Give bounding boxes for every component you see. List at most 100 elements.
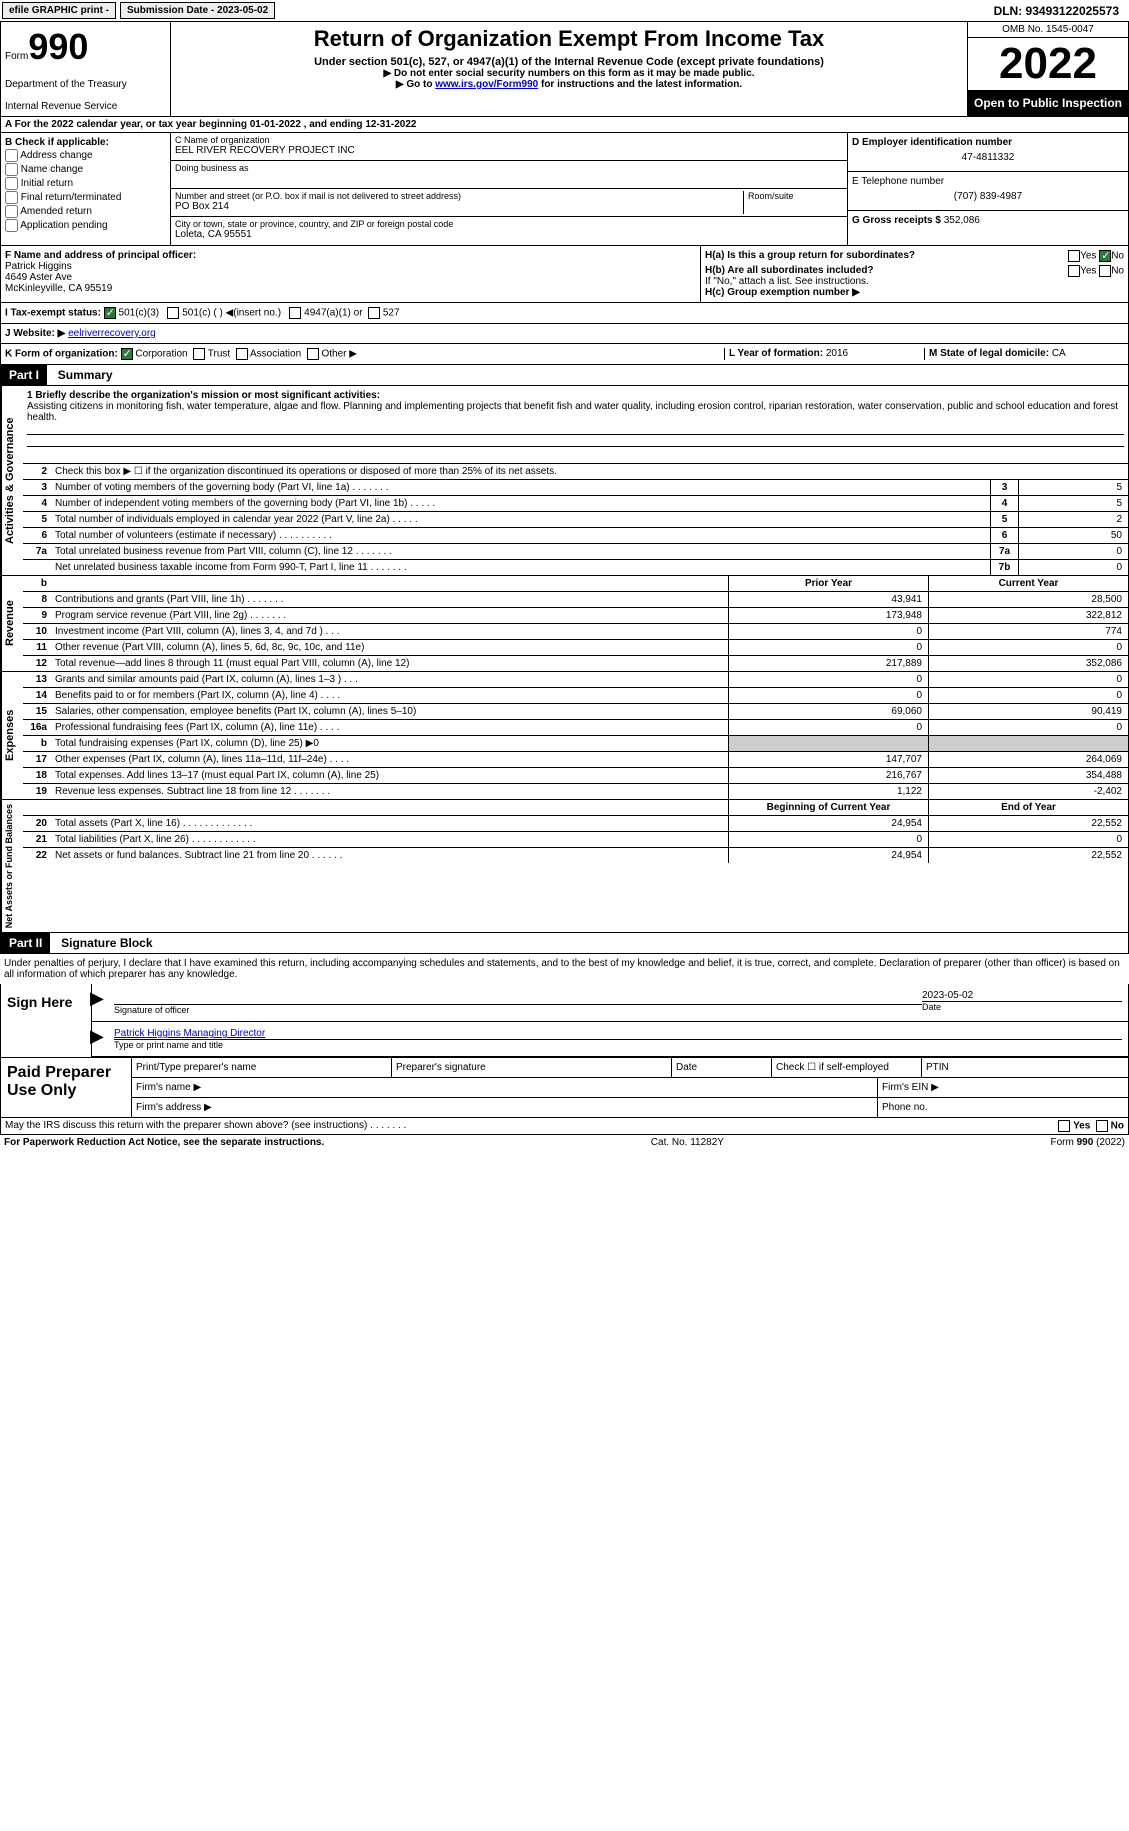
paperwork-notice: For Paperwork Reduction Act Notice, see … [4,1137,324,1148]
top-toolbar: efile GRAPHIC print - Submission Date - … [0,0,1129,21]
chk-final-return[interactable]: Final return/terminated [5,191,166,204]
state-domicile: CA [1052,348,1066,359]
dept-irs: Internal Revenue Service [5,101,166,112]
expenses-section: Expenses 13Grants and similar amounts pa… [0,672,1129,800]
chk-association[interactable] [236,348,248,360]
website-link[interactable]: eelriverrecovery.org [68,328,156,339]
form-subtitle: Under section 501(c), 527, or 4947(a)(1)… [175,56,963,68]
sign-here-label: Sign Here [1,984,91,1057]
summary-line: 10Investment income (Part VIII, column (… [23,624,1128,640]
tax-exempt-label: I Tax-exempt status: [5,308,101,319]
chk-527[interactable] [368,307,380,319]
ha-yes[interactable]: Yes [1080,251,1096,262]
footer: For Paperwork Reduction Act Notice, see … [0,1135,1129,1150]
form-word: Form [5,51,28,62]
submission-date-button[interactable]: Submission Date - 2023-05-02 [120,2,275,19]
omb-number: OMB No. 1545-0047 [968,22,1128,38]
sig-arrow-icon-2: ▶ [90,1026,104,1047]
summary-line: 8Contributions and grants (Part VIII, li… [23,592,1128,608]
chk-trust[interactable] [193,348,205,360]
officer-name: Patrick Higgins [5,261,72,272]
dept-treasury: Department of the Treasury [5,79,166,90]
gross-label: G Gross receipts $ [852,215,941,226]
officer-label: F Name and address of principal officer: [5,250,196,261]
officer-addr2: McKinleyville, CA 95519 [5,283,112,294]
row-j: J Website: ▶ eelriverrecovery.org [0,324,1129,344]
ha-label: H(a) Is this a group return for subordin… [705,250,915,261]
ein-label: D Employer identification number [852,137,1124,148]
state-domicile-label: M State of legal domicile: [929,348,1049,359]
hb-yes[interactable]: Yes [1080,266,1096,277]
summary-line: 6Total number of volunteers (estimate if… [23,528,1128,544]
side-expenses: Expenses [1,672,23,799]
prior-year-hdr: Prior Year [728,576,928,591]
column-d: D Employer identification number 47-4811… [848,133,1128,245]
form-title: Return of Organization Exempt From Incom… [175,26,963,52]
chk-501c[interactable] [167,307,179,319]
summary-line: 20Total assets (Part X, line 16) . . . .… [23,816,1128,832]
summary-line: 13Grants and similar amounts paid (Part … [23,672,1128,688]
summary-line: 11Other revenue (Part VIII, column (A), … [23,640,1128,656]
chk-corporation[interactable] [121,348,133,360]
summary-line: 16aProfessional fundraising fees (Part I… [23,720,1128,736]
efile-print-button[interactable]: efile GRAPHIC print - [2,2,116,19]
summary-line: 18Total expenses. Add lines 13–17 (must … [23,768,1128,784]
form-number: 990 [28,26,88,67]
form-ref: Form 990 (2022) [1051,1137,1125,1148]
summary-line: 4Number of independent voting members of… [23,496,1128,512]
column-c: C Name of organization EEL RIVER RECOVER… [171,133,848,245]
part1-label: Part I [1,365,47,385]
sig-date: 2023-05-02 [922,990,1122,1001]
summary-line: 19Revenue less expenses. Subtract line 1… [23,784,1128,799]
mission-label: 1 Briefly describe the organization's mi… [27,390,380,401]
officer-name-link[interactable]: Patrick Higgins Managing Director [114,1028,265,1039]
instr-prefix: ▶ Go to [396,79,435,90]
sig-date-label: Date [922,1001,1122,1012]
summary-line: bTotal fundraising expenses (Part IX, co… [23,736,1128,752]
chk-initial-return[interactable]: Initial return [5,177,166,190]
row-i: I Tax-exempt status: 501(c)(3) 501(c) ( … [0,303,1129,324]
line2-desc: Check this box ▶ ☐ if the organization d… [51,464,1128,479]
chk-501c3[interactable] [104,307,116,319]
year-formation-label: L Year of formation: [729,348,823,359]
discuss-yes[interactable] [1058,1120,1070,1132]
website-label: J Website: ▶ [5,328,65,339]
irs-link[interactable]: www.irs.gov/Form990 [435,79,538,90]
prep-check-label: Check ☐ if self-employed [772,1058,922,1077]
column-b: B Check if applicable: Address change Na… [1,133,171,245]
side-netassets: Net Assets or Fund Balances [1,800,23,932]
chk-name-change[interactable]: Name change [5,163,166,176]
chk-address-change[interactable]: Address change [5,149,166,162]
part1-title: Summary [50,368,113,382]
officer-addr1: 4649 Aster Ave [5,272,72,283]
dln-label: DLN: 93493122025573 [994,4,1127,18]
prep-date-label: Date [672,1058,772,1077]
hb-no[interactable]: No [1111,266,1124,277]
entity-block: B Check if applicable: Address change Na… [0,133,1129,246]
summary-line: 12Total revenue—add lines 8 through 11 (… [23,656,1128,671]
ha-no[interactable]: No [1111,251,1124,262]
hb-label: H(b) Are all subordinates included? [705,265,874,276]
hc-label: H(c) Group exemption number ▶ [705,287,860,298]
paid-preparer-label: Paid Preparer Use Only [1,1058,131,1117]
discuss-no[interactable] [1096,1120,1108,1132]
col-b-header: B Check if applicable: [5,137,166,148]
room-label: Room/suite [748,191,843,201]
addr-label: Number and street (or P.O. box if mail i… [175,191,743,201]
sig-officer-label: Signature of officer [114,1004,922,1015]
sign-block: Sign Here ▶ Signature of officer 2023-05… [0,984,1129,1058]
firm-phone-label: Phone no. [878,1098,1128,1117]
chk-other[interactable] [307,348,319,360]
line2-num: 2 [23,464,51,479]
firm-addr-label: Firm's address ▶ [132,1098,878,1117]
begin-year-hdr: Beginning of Current Year [728,800,928,815]
discuss-row: May the IRS discuss this return with the… [0,1118,1129,1135]
phone-value: (707) 839-4987 [852,187,1124,206]
year-formation: 2016 [826,348,848,359]
governance-section: Activities & Governance 1 Briefly descri… [0,386,1129,576]
org-name: EEL RIVER RECOVERY PROJECT INC [175,145,843,156]
summary-line: 17Other expenses (Part IX, column (A), l… [23,752,1128,768]
chk-4947[interactable] [289,307,301,319]
chk-amended-return[interactable]: Amended return [5,205,166,218]
chk-application-pending[interactable]: Application pending [5,219,166,232]
